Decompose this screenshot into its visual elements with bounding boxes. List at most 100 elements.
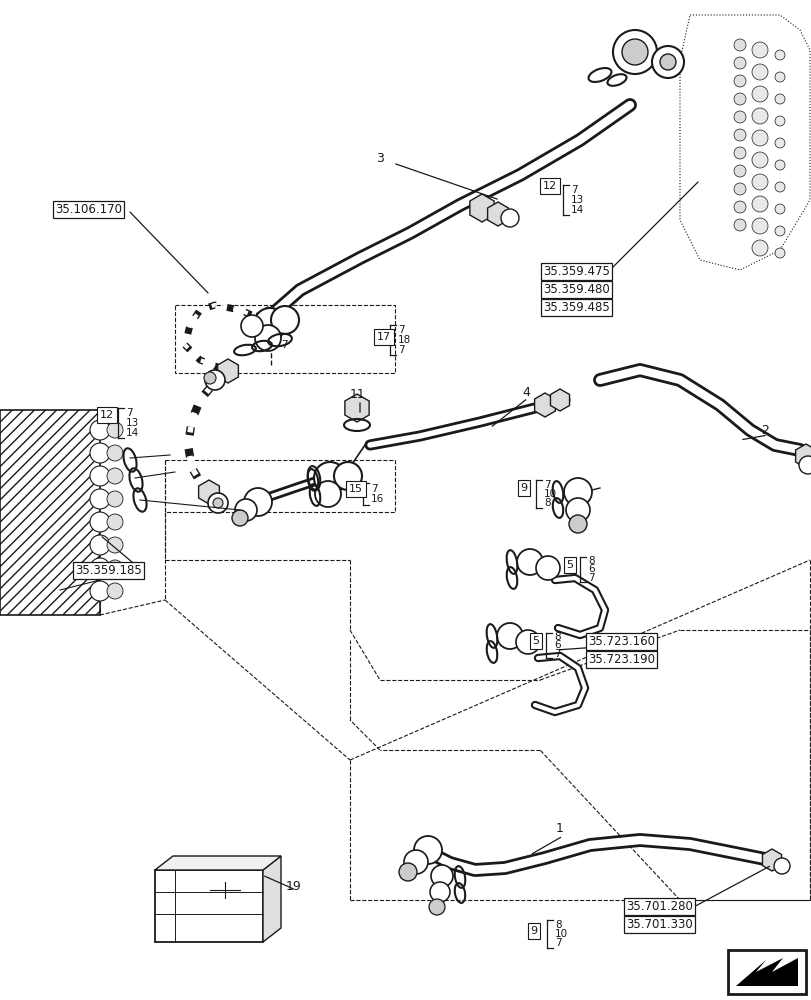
Circle shape	[107, 422, 122, 438]
Text: 14: 14	[126, 428, 139, 438]
Circle shape	[517, 549, 543, 575]
Circle shape	[733, 93, 745, 105]
Circle shape	[733, 75, 745, 87]
Polygon shape	[256, 307, 279, 333]
Circle shape	[208, 493, 228, 513]
Circle shape	[774, 116, 784, 126]
Text: 7: 7	[553, 649, 560, 659]
Circle shape	[234, 499, 257, 521]
Circle shape	[733, 129, 745, 141]
Text: 7: 7	[554, 938, 561, 948]
Circle shape	[774, 204, 784, 214]
Circle shape	[798, 456, 811, 474]
Circle shape	[621, 39, 647, 65]
Text: 35.106.170: 35.106.170	[55, 203, 122, 216]
Text: 7: 7	[397, 345, 404, 355]
Polygon shape	[487, 202, 508, 226]
Circle shape	[271, 306, 298, 334]
Text: 12: 12	[100, 410, 114, 420]
Bar	[727, 950, 805, 994]
Polygon shape	[470, 194, 494, 222]
Circle shape	[751, 130, 767, 146]
Circle shape	[333, 462, 362, 490]
Circle shape	[774, 160, 784, 170]
Circle shape	[565, 498, 590, 522]
Circle shape	[733, 165, 745, 177]
Circle shape	[751, 86, 767, 102]
Text: 35.359.475: 35.359.475	[543, 265, 609, 278]
Circle shape	[204, 370, 225, 390]
Bar	[0, 410, 100, 615]
Circle shape	[90, 581, 109, 601]
Circle shape	[774, 72, 784, 82]
Circle shape	[774, 182, 784, 192]
Circle shape	[733, 183, 745, 195]
Circle shape	[733, 219, 745, 231]
Circle shape	[107, 583, 122, 599]
Text: 18: 18	[397, 335, 410, 345]
Circle shape	[107, 491, 122, 507]
Circle shape	[241, 315, 263, 337]
Circle shape	[774, 138, 784, 148]
Circle shape	[90, 420, 109, 440]
Circle shape	[751, 64, 767, 80]
Circle shape	[90, 466, 109, 486]
Text: 35.723.190: 35.723.190	[587, 653, 654, 666]
Text: 10: 10	[543, 489, 556, 499]
Circle shape	[314, 462, 345, 494]
Circle shape	[569, 515, 586, 533]
Circle shape	[243, 488, 272, 516]
Text: 13: 13	[570, 195, 584, 205]
Polygon shape	[263, 856, 281, 942]
Text: 14: 14	[570, 205, 584, 215]
Circle shape	[107, 514, 122, 530]
Circle shape	[90, 489, 109, 509]
Polygon shape	[795, 444, 811, 468]
Circle shape	[431, 865, 453, 887]
Circle shape	[751, 152, 767, 168]
Polygon shape	[155, 856, 281, 870]
Circle shape	[564, 478, 591, 506]
Text: 13: 13	[126, 418, 139, 428]
Circle shape	[107, 560, 122, 576]
Circle shape	[774, 50, 784, 60]
Text: 4: 4	[521, 386, 530, 399]
Bar	[165, 460, 394, 512]
Circle shape	[751, 108, 767, 124]
Circle shape	[751, 240, 767, 256]
Text: 35.723.160: 35.723.160	[587, 635, 654, 648]
Text: 7: 7	[126, 408, 132, 418]
Text: 7: 7	[543, 480, 550, 490]
Circle shape	[535, 556, 560, 580]
Circle shape	[255, 325, 281, 351]
Text: 8: 8	[553, 632, 560, 642]
Circle shape	[515, 630, 539, 654]
Circle shape	[773, 858, 789, 874]
Polygon shape	[550, 389, 569, 411]
Text: 5: 5	[566, 560, 573, 570]
Circle shape	[751, 174, 767, 190]
Circle shape	[398, 863, 417, 881]
Text: 10: 10	[554, 929, 568, 939]
Circle shape	[612, 30, 656, 74]
Text: 8: 8	[587, 556, 594, 566]
Circle shape	[254, 308, 285, 340]
Text: 6: 6	[587, 564, 594, 574]
Circle shape	[751, 196, 767, 212]
Circle shape	[90, 512, 109, 532]
Circle shape	[430, 882, 449, 902]
Circle shape	[107, 445, 122, 461]
Circle shape	[414, 836, 441, 864]
Text: 3: 3	[375, 151, 384, 164]
Bar	[175, 305, 394, 373]
Text: 35.359.485: 35.359.485	[543, 301, 609, 314]
Circle shape	[90, 443, 109, 463]
Text: 8: 8	[554, 920, 561, 930]
Text: 6: 6	[553, 641, 560, 650]
Circle shape	[496, 623, 522, 649]
Text: 8: 8	[543, 498, 550, 508]
Circle shape	[751, 218, 767, 234]
Circle shape	[733, 57, 745, 69]
Text: 35.359.185: 35.359.185	[75, 564, 142, 577]
Text: 17: 17	[376, 332, 391, 342]
